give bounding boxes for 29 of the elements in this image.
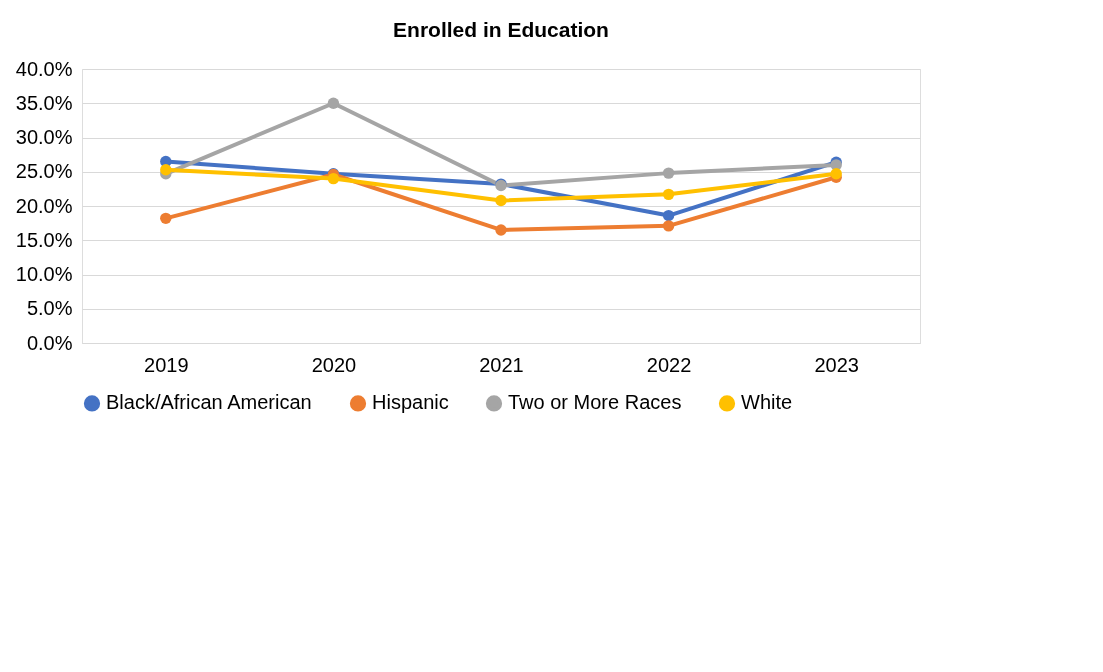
point — [495, 224, 507, 236]
y-tick-label: 5.0% — [26, 297, 73, 320]
legend-label: Black/African American — [106, 391, 312, 414]
y-tick-label: 30.0% — [15, 126, 73, 148]
point — [662, 220, 675, 232]
y-tick-label: 40.0% — [15, 57, 73, 80]
legend-label: Hispanic — [372, 391, 449, 414]
y-tick-label: 15.0% — [15, 228, 73, 251]
y-tick-label: 25.0% — [15, 160, 73, 183]
y-tick-label: 10.0% — [15, 263, 73, 285]
point — [662, 209, 675, 222]
chart-title: Enrolled in Education — [393, 18, 609, 41]
x-tick-label: 2019 — [144, 353, 189, 376]
point — [160, 164, 172, 176]
x-tick-label: 2021 — [479, 353, 524, 376]
point — [160, 212, 172, 225]
point — [327, 172, 340, 185]
x-tick-label: 2023 — [814, 353, 859, 376]
y-tick-label: 35.0% — [15, 91, 73, 114]
y-tick-label: 20.0% — [15, 194, 73, 217]
y-tick-label: 0.0% — [26, 331, 73, 354]
legend-label: Two or More Races — [508, 391, 682, 414]
point — [327, 97, 340, 109]
point — [662, 188, 675, 201]
legend-label: White — [741, 391, 793, 414]
point — [662, 167, 675, 179]
x-tick-label: 2022 — [646, 353, 692, 376]
point — [495, 194, 507, 207]
x-tick-label: 2020 — [311, 353, 357, 376]
